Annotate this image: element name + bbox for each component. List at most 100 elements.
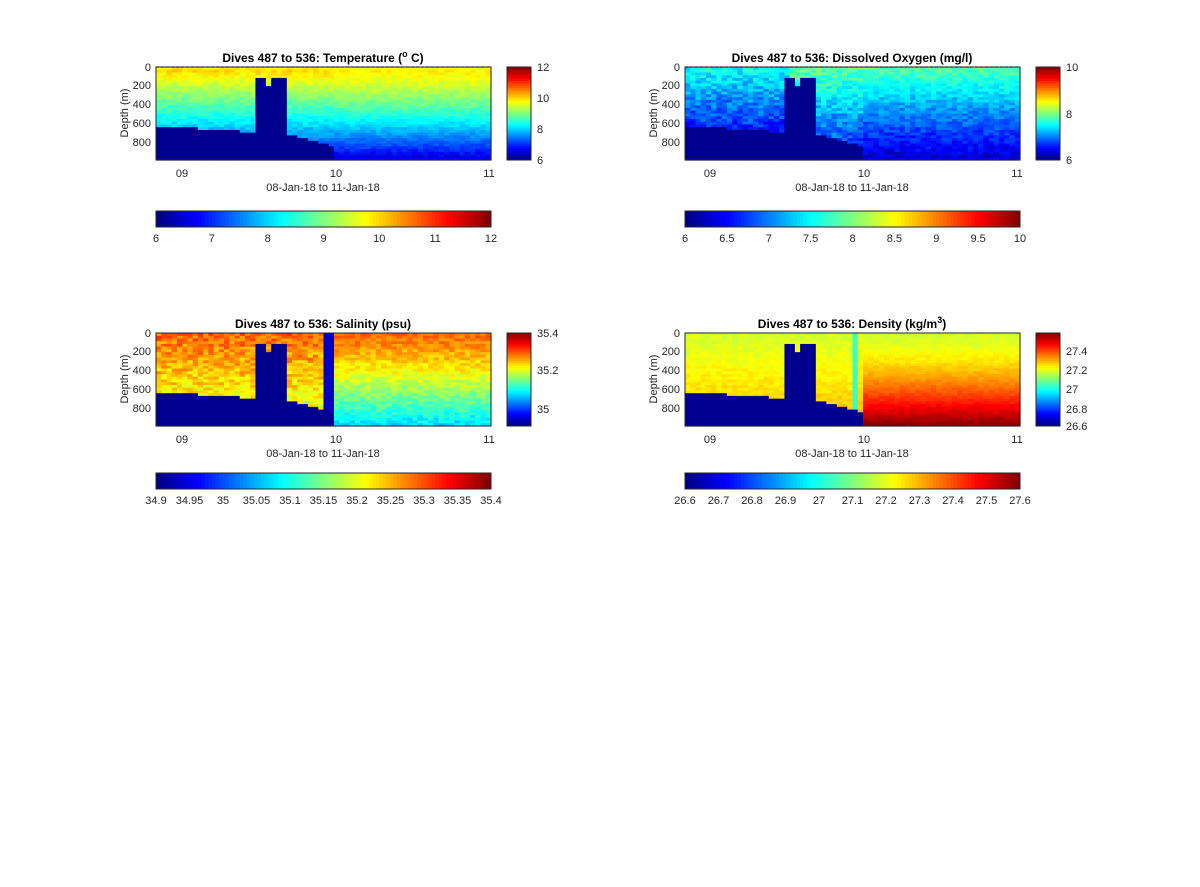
heatmap-cell: [265, 72, 272, 76]
heatmap-cell: [894, 157, 901, 161]
heatmap-cell: [182, 77, 188, 82]
heatmap-cell: [360, 86, 366, 90]
colorbar-swatch: [855, 211, 860, 227]
heatmap-cell: [690, 151, 697, 156]
heatmap-cell: [878, 102, 885, 106]
heatmap-cell: [407, 146, 414, 150]
heatmap-cell: [407, 102, 414, 106]
heatmap-cell: [957, 143, 964, 147]
heatmap-cell: [255, 121, 262, 126]
heatmap-cell: [218, 94, 225, 98]
heatmap-cell: [161, 417, 168, 422]
heatmap-cell: [962, 99, 969, 104]
heatmap-cell: [972, 151, 979, 156]
heatmap-cell: [1004, 140, 1011, 145]
heatmap-cell: [391, 116, 398, 120]
heatmap-cell: [936, 99, 943, 104]
heatmap-cell: [255, 88, 262, 93]
heatmap-cell: [1014, 108, 1021, 112]
heatmap-cell: [244, 116, 251, 120]
heatmap-cell: [862, 113, 869, 117]
heatmap-cell: [485, 94, 492, 98]
heatmap-cell: [857, 86, 864, 90]
heatmap-cell: [250, 132, 257, 136]
heatmap-cell: [800, 80, 806, 85]
heatmap-cell: [836, 116, 843, 120]
heatmap-cell: [988, 154, 995, 158]
heatmap-cell: [187, 132, 194, 136]
heatmap-cell: [192, 423, 199, 427]
heatmap-cell: [375, 102, 382, 106]
heatmap-cell: [936, 77, 943, 82]
heatmap-cell: [690, 108, 697, 112]
heatmap-cell: [732, 75, 738, 79]
heatmap-cell: [449, 124, 455, 128]
heatmap-cell: [721, 83, 728, 87]
colorbar-swatch: [915, 211, 920, 227]
bottom-colorbar-tick: 6: [682, 233, 688, 245]
heatmap-cell: [915, 69, 922, 74]
heatmap-cell: [957, 86, 964, 90]
heatmap-cell: [161, 67, 168, 71]
heatmap-cell: [354, 143, 361, 147]
heatmap-cell: [753, 154, 759, 158]
heatmap-cell: [732, 149, 738, 153]
heatmap-cell: [831, 72, 838, 76]
heatmap-cell: [852, 94, 859, 98]
heatmap-cell: [192, 387, 199, 392]
heatmap-cell: [375, 72, 382, 76]
heatmap-cell: [370, 67, 377, 71]
heatmap-cell: [218, 72, 225, 76]
heatmap-cell: [810, 67, 817, 71]
heatmap-cell: [443, 143, 450, 147]
heatmap-cell: [920, 99, 927, 104]
heatmap-cell: [475, 129, 482, 134]
colorbar-swatch: [507, 90, 531, 94]
heatmap-cell: [176, 401, 183, 405]
heatmap-cell: [250, 140, 257, 145]
heatmap-cell: [250, 121, 257, 126]
heatmap-cell: [842, 157, 848, 161]
heatmap-cell: [375, 149, 382, 153]
heatmap-cell: [260, 110, 267, 115]
heatmap-cell: [255, 140, 262, 145]
heatmap-cell: [276, 77, 283, 82]
heatmap-cell: [951, 151, 958, 156]
heatmap-cell: [443, 129, 450, 134]
heatmap-cell: [187, 135, 194, 139]
heatmap-cell: [365, 157, 372, 161]
heatmap-cell: [328, 116, 335, 120]
heatmap-cell: [826, 72, 833, 76]
colorbar-swatch: [285, 211, 290, 227]
heatmap-cell: [271, 77, 277, 82]
heatmap-cell: [747, 121, 754, 126]
heatmap-cell: [931, 121, 937, 126]
colorbar-swatch: [507, 67, 531, 70]
heatmap-cell: [857, 121, 864, 126]
heatmap-cell: [349, 146, 356, 150]
heatmap-cell: [810, 146, 817, 150]
heatmap-cell: [396, 149, 403, 153]
heatmap-cell: [396, 110, 403, 115]
heatmap-cell: [732, 80, 738, 85]
heatmap-cell: [417, 124, 424, 128]
heatmap-cell: [789, 108, 796, 112]
heatmap-cell: [386, 127, 393, 131]
heatmap-cell: [742, 99, 749, 104]
heatmap-cell: [370, 124, 377, 128]
heatmap-cell: [700, 110, 707, 115]
heatmap-cell: [768, 67, 775, 71]
heatmap-cell: [475, 154, 482, 158]
heatmap-cell: [721, 154, 728, 158]
heatmap-cell: [946, 110, 953, 115]
heatmap-cell: [417, 69, 424, 74]
heatmap-cell: [862, 129, 869, 134]
heatmap-cell: [878, 83, 885, 87]
heatmap-cell: [281, 77, 288, 82]
heatmap-cell: [946, 129, 953, 134]
heatmap-cell: [265, 146, 272, 150]
heatmap-cell: [307, 75, 314, 79]
heatmap-cell: [826, 102, 833, 106]
heatmap-cell: [852, 69, 859, 74]
heatmap-cell: [721, 86, 728, 90]
